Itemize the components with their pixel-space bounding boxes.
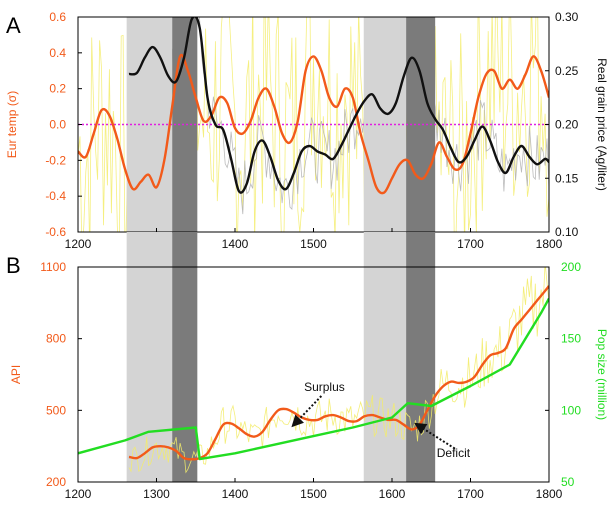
panel-b-series xyxy=(78,285,549,461)
shaded-period-connector xyxy=(406,232,436,267)
panel-b-x-tick-label: 1400 xyxy=(222,487,249,501)
panel-b-x-tick-label: 1800 xyxy=(536,487,563,501)
panel-a-x-tick-label: 1800 xyxy=(536,237,563,251)
panel-a-x-tick-label: 1500 xyxy=(300,237,327,251)
panel-a-left-tick-label: 0.4 xyxy=(49,46,66,60)
shaded-period-connector xyxy=(363,232,407,267)
shaded-period-connector xyxy=(126,232,173,267)
panel-a-left-axis-title: Eur temp (σ) xyxy=(5,91,19,158)
shaded-period-b-2 xyxy=(172,267,198,482)
panel-b-x-tick-label: 1300 xyxy=(143,487,170,501)
panel-a-left-tick-label: -0.6 xyxy=(45,225,66,239)
panel-b-shaded-periods xyxy=(126,232,436,482)
panel-b-right-tick-label: 200 xyxy=(561,260,581,274)
panel-a-left-tick-label: 0.2 xyxy=(49,82,66,96)
deficit-arrow xyxy=(414,422,456,450)
panel-b-label: B xyxy=(6,253,21,278)
shaded-period-b-4 xyxy=(406,267,436,482)
panel-a-x-tick-label: 1700 xyxy=(457,237,484,251)
panel-b-x-tick-label: 1600 xyxy=(379,487,406,501)
panel-a-series-2-line xyxy=(128,17,549,194)
panel-b-x-tick-label: 1200 xyxy=(65,487,92,501)
panel-b-ticks: 1200 1300 1400 1500 1600 1700 1800 1100 800 500 20… xyxy=(40,260,581,501)
panel-a-right-tick-label: 0.30 xyxy=(555,10,579,24)
panel-a-right-tick-label: 0.10 xyxy=(555,225,579,239)
panel-a-right-tick-label: 0.25 xyxy=(555,64,579,78)
panel-b-right-tick-label: 100 xyxy=(561,403,581,417)
panel-a-x-tick-label: 1400 xyxy=(222,237,249,251)
panel-b-x-tick-label: 1700 xyxy=(457,487,484,501)
panel-a-left-tick-label: -0.4 xyxy=(45,189,66,203)
panel-b-right-tick-label: 150 xyxy=(561,332,581,346)
panel-b-annotations: Surplus Deficit xyxy=(291,380,471,460)
surplus-arrow xyxy=(291,395,323,428)
panel-b-left-tick-label: 200 xyxy=(46,475,66,489)
panel-b-left-tick-label: 500 xyxy=(46,403,66,417)
annotation-surplus: Surplus xyxy=(304,380,345,394)
panel-a-x-tick-label: 1200 xyxy=(65,237,92,251)
panel-a-series xyxy=(78,17,549,195)
panel-b-left-tick-label: 1100 xyxy=(40,260,66,274)
panel-a-shaded-periods xyxy=(126,17,436,232)
panel-b-right-tick-label: 50 xyxy=(561,475,575,489)
panel-b: 1200 1300 1400 1500 1600 1700 1800 1100 800 500 20… xyxy=(6,232,609,501)
panel-b-x-tick-label: 1500 xyxy=(300,487,327,501)
raw-grain-price-noise xyxy=(128,17,549,215)
shaded-period-b-3 xyxy=(363,267,407,482)
panel-a-series-1-line xyxy=(78,53,549,195)
panel-a-left-tick-label: 0.0 xyxy=(49,118,66,132)
panel-a-right-axis-title: Real grain price (Ag/liter) xyxy=(595,58,609,191)
shaded-period-connector xyxy=(172,232,198,267)
panel-a-left-tick-label: -0.2 xyxy=(45,153,66,167)
panel-a-right-tick-label: 0.20 xyxy=(555,118,579,132)
panel-a-left-tick-label: 0.6 xyxy=(49,10,66,24)
panel-b-series-2-line xyxy=(78,297,549,461)
panel-b-right-axis-title: Pop size (million) xyxy=(595,329,609,420)
panel-a-right-tick-label: 0.15 xyxy=(555,171,579,185)
panel-b-left-tick-label: 800 xyxy=(46,332,66,346)
panel-a-label: A xyxy=(6,13,21,38)
annotation-deficit: Deficit xyxy=(437,446,471,460)
panel-b-left-axis-title: API xyxy=(9,365,23,384)
panel-a: 12001300140015001600170018000.60.40.20.0… xyxy=(5,10,609,251)
